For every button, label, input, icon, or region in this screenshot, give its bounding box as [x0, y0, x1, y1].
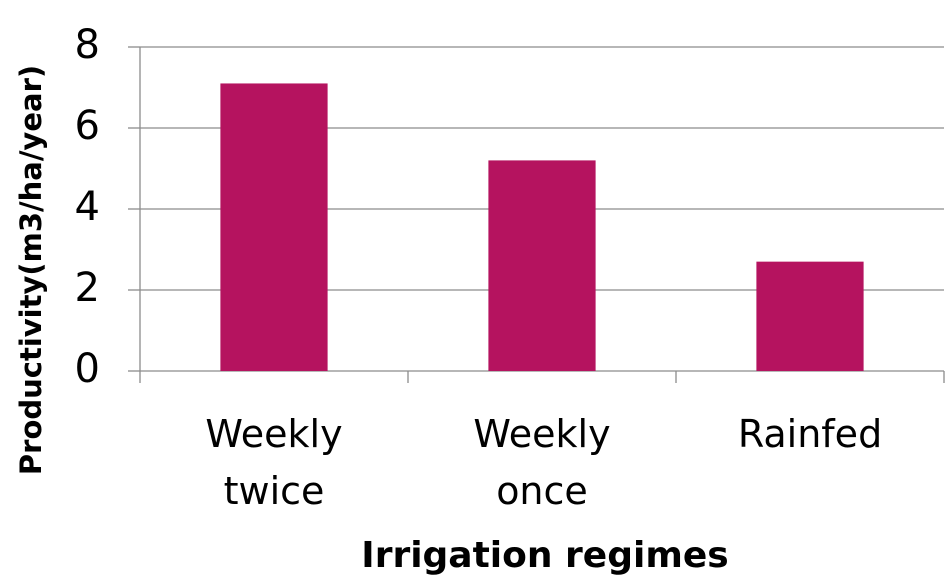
- y-axis-title: Productivity(m3/ha/year): [14, 65, 48, 475]
- y-tick-label: 0: [75, 346, 100, 392]
- x-tick-label: Weekly once: [473, 412, 611, 513]
- x-tick-label: Rainfed: [737, 412, 883, 456]
- y-tick-label: 6: [75, 103, 100, 149]
- bar: [488, 160, 596, 371]
- y-tick-label: 4: [75, 184, 100, 230]
- bar: [756, 261, 864, 371]
- x-axis-title: Irrigation regimes: [361, 535, 728, 576]
- y-tick-label: 8: [75, 22, 100, 68]
- y-tick-label: 2: [75, 265, 100, 311]
- bar: [220, 83, 328, 371]
- x-tick-label: Weekly twice: [205, 412, 343, 513]
